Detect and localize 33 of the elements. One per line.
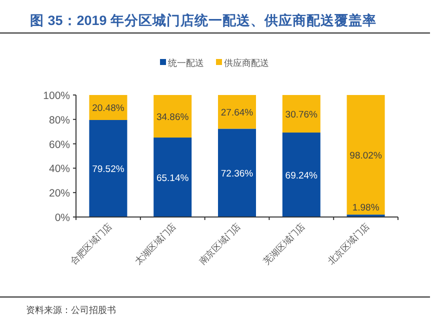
data-label: 79.52% (92, 164, 125, 175)
title: 图 35：2019 年分区城门店统一配送、供应商配送覆盖率 (30, 13, 377, 28)
x-tick-label: 南京区域门店 (197, 221, 242, 267)
y-tick-label: 40% (48, 163, 70, 176)
y-tick-label: 60% (48, 138, 70, 151)
x-tick-label: 芜湖区域门店 (262, 221, 307, 267)
data-label: 98.02% (350, 150, 382, 162)
text: 资料来源：公司招股书 (26, 305, 116, 315)
data-label: 20.48% (92, 102, 125, 114)
data-label: 34.86% (156, 112, 190, 123)
y-tick-label: 0% (54, 212, 70, 224)
bar (218, 95, 256, 129)
data-label: 1.98% (352, 202, 380, 214)
bar (282, 132, 320, 217)
data-label: 30.76% (285, 109, 318, 120)
y-tick-label: 20% (48, 188, 70, 200)
y-tick-label: 80% (48, 114, 70, 126)
y-tick-label: 100% (43, 90, 70, 102)
data-label: 65.14% (156, 172, 190, 184)
data-label: 72.36% (220, 168, 254, 180)
legend-label: 供应商配送 (224, 58, 269, 68)
bar (346, 95, 385, 215)
x-tick-label: 太湖区域门店 (132, 221, 178, 267)
data-label: 27.64% (220, 107, 254, 118)
data-label: 69.24% (285, 170, 318, 182)
bar (282, 95, 320, 133)
bar (154, 95, 192, 138)
legend-label: 统一配送 (168, 58, 204, 68)
bar (154, 138, 192, 217)
x-tick-label: 北京区域门店 (326, 221, 372, 267)
bar (89, 120, 128, 217)
bar (218, 128, 256, 217)
x-tick-label: 合肥区域门店 (68, 221, 114, 267)
